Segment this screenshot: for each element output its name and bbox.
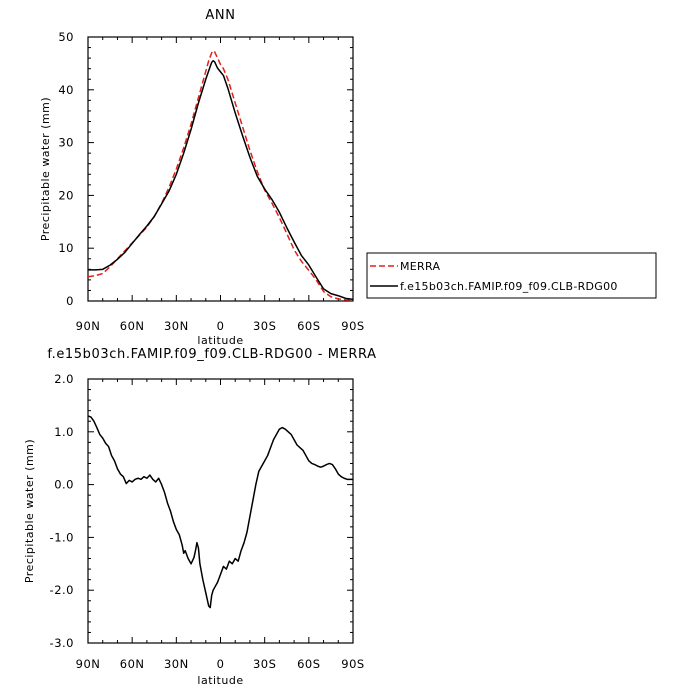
chart-title: ANN xyxy=(205,8,235,23)
y-tick-label: 0.0 xyxy=(54,478,74,492)
y-tick-label: 1.0 xyxy=(54,425,74,439)
x-tick-label: 30S xyxy=(253,319,276,333)
series-line-difference xyxy=(87,415,353,609)
x-tick-label: 30N xyxy=(164,319,189,333)
legend-label: MERRA xyxy=(400,260,440,273)
chart-title: f.e15b03ch.FAMIP.f09_f09.CLB-RDG00 - MER… xyxy=(47,347,376,362)
x-tick-label: 90S xyxy=(341,319,364,333)
x-tick-label: 60S xyxy=(297,657,320,671)
x-tick-label: 90S xyxy=(341,657,364,671)
y-axis-label: Precipitable water (mm) xyxy=(23,439,36,583)
plot-frame xyxy=(87,378,354,644)
legend-box xyxy=(366,252,657,299)
x-tick-label: 30S xyxy=(253,657,276,671)
plot-frame xyxy=(87,36,354,302)
x-tick-label: 0 xyxy=(217,657,225,671)
x-tick-label: 60N xyxy=(120,319,145,333)
y-tick-label: 50 xyxy=(58,30,74,44)
legend-label: f.e15b03ch.FAMIP.f09_f09.CLB-RDG00 xyxy=(400,280,618,293)
x-axis-label: latitude xyxy=(197,674,243,687)
x-tick-label: 90N xyxy=(76,657,101,671)
series-line-merra xyxy=(87,49,353,301)
y-tick-label: 10 xyxy=(58,241,74,255)
y-tick-label: 40 xyxy=(58,83,74,97)
y-tick-label: 2.0 xyxy=(54,372,74,386)
chart-2: f.e15b03ch.FAMIP.f09_f09.CLB-RDG00 - MER… xyxy=(23,347,376,687)
y-tick-label: 30 xyxy=(58,136,74,150)
x-tick-label: 0 xyxy=(217,319,225,333)
y-tick-label: 0 xyxy=(66,294,74,308)
x-tick-label: 90N xyxy=(76,319,101,333)
x-tick-label: 30N xyxy=(164,657,189,671)
legend: MERRA f.e15b03ch.FAMIP.f09_f09.CLB-RDG00 xyxy=(366,252,657,299)
y-tick-label: 20 xyxy=(58,188,74,202)
x-tick-label: 60S xyxy=(297,319,320,333)
y-axis-label: Precipitable water (mm) xyxy=(39,97,52,241)
series-line-model xyxy=(88,60,354,301)
y-tick-label: -1.0 xyxy=(50,530,74,544)
chart-1: ANN 90N 60N 30N 0 30S 60S 90S 0 10 20 30 40 50 latitud… xyxy=(39,8,657,347)
x-axis-label: latitude xyxy=(197,334,243,347)
y-tick-label: -2.0 xyxy=(50,583,74,597)
x-tick-label: 60N xyxy=(120,657,145,671)
y-tick-label: -3.0 xyxy=(50,636,74,650)
